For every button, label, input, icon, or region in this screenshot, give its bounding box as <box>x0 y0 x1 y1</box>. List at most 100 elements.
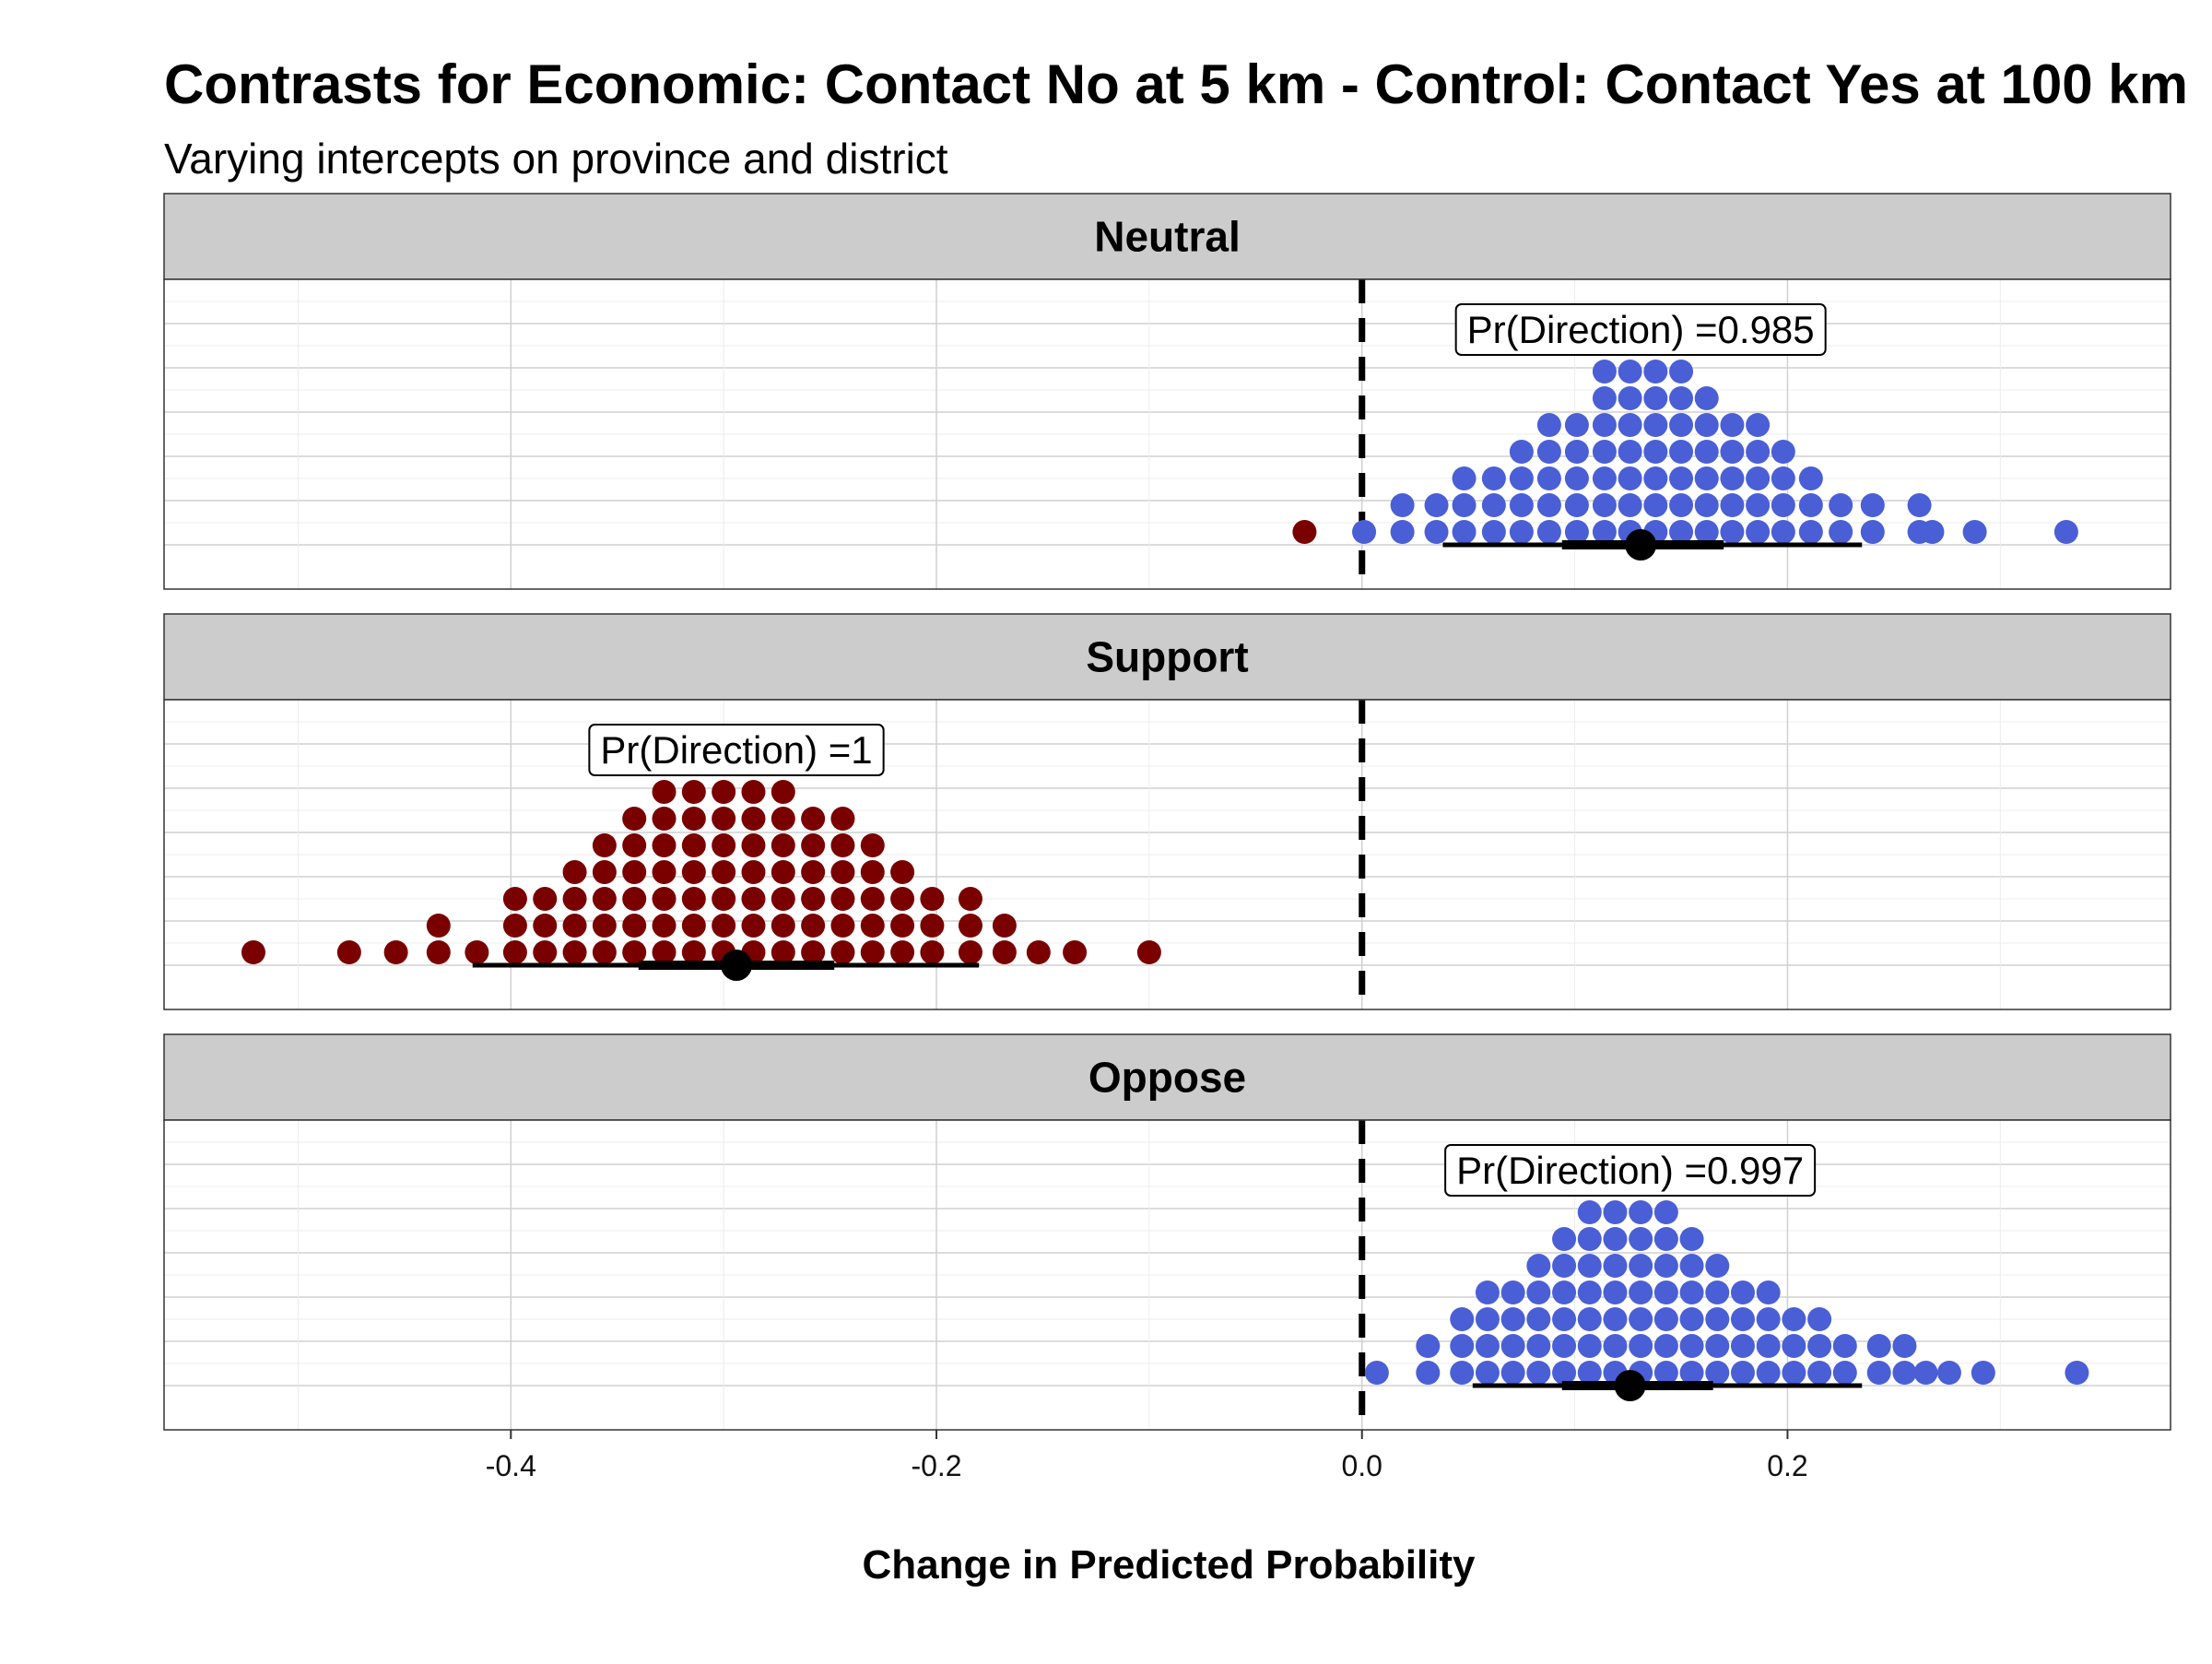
data-dot <box>533 914 558 938</box>
data-dot <box>1592 413 1617 437</box>
data-dot <box>1629 1334 1653 1358</box>
data-dot <box>1416 1334 1441 1358</box>
data-dot <box>1798 493 1823 517</box>
data-dot <box>681 780 706 804</box>
data-dot <box>1746 520 1771 544</box>
chart-title: Contrasts for Economic: Contact No at 5 … <box>164 53 2188 115</box>
data-dot <box>1618 413 1642 437</box>
data-dot <box>1509 440 1534 464</box>
data-dot <box>1771 493 1795 517</box>
data-dot <box>1730 1361 1755 1385</box>
data-dot <box>1564 413 1589 437</box>
data-dot <box>1618 440 1642 464</box>
data-dot <box>1643 413 1668 437</box>
data-dot <box>1798 520 1823 544</box>
data-dot <box>1526 1334 1551 1358</box>
data-dot <box>1509 493 1534 517</box>
data-dot <box>1907 493 1932 517</box>
data-dot <box>1629 1227 1653 1251</box>
facet-strip <box>163 613 2171 701</box>
pd-label-text: Pr(Direction) =1 <box>600 728 872 772</box>
data-dot <box>801 914 826 938</box>
data-dot <box>1577 1280 1602 1304</box>
data-dot <box>1782 1334 1806 1358</box>
data-dot <box>652 914 677 938</box>
data-dot <box>1643 466 1668 490</box>
data-dot <box>1552 1334 1577 1358</box>
data-dot <box>712 887 736 911</box>
data-dot <box>958 914 982 938</box>
data-dot <box>830 887 855 911</box>
data-dot <box>1577 1307 1602 1331</box>
data-dot <box>652 780 677 804</box>
data-dot <box>2053 520 2078 544</box>
data-dot <box>622 833 647 857</box>
data-dot <box>920 914 945 938</box>
data-dot <box>681 914 706 938</box>
data-dot <box>1603 1334 1628 1358</box>
data-dot <box>1756 1334 1781 1358</box>
data-dot <box>1481 520 1506 544</box>
data-dot <box>1829 493 1853 517</box>
data-dot <box>1679 1307 1704 1331</box>
data-dot <box>1653 1254 1678 1278</box>
pd-label-text: Pr(Direction) =0.985 <box>1467 308 1815 351</box>
data-dot <box>502 940 527 964</box>
data-dot <box>1971 1361 1995 1385</box>
data-dot <box>1416 1361 1441 1385</box>
data-dot <box>1577 1361 1602 1385</box>
data-dot <box>920 940 945 964</box>
data-dot <box>1364 1361 1389 1385</box>
data-dot <box>681 860 706 884</box>
data-dot <box>1500 1280 1525 1304</box>
data-dot <box>592 914 617 938</box>
data-dot <box>1618 493 1642 517</box>
data-dot <box>1669 466 1694 490</box>
data-dot <box>1832 1334 1857 1358</box>
data-dot <box>1450 1334 1475 1358</box>
data-dot <box>1669 520 1694 544</box>
x-tick-label: 0.2 <box>1767 1449 1807 1482</box>
data-dot <box>860 940 885 964</box>
data-dot <box>1669 493 1694 517</box>
data-dot <box>741 807 766 831</box>
data-dot <box>1536 466 1561 490</box>
data-dot <box>1962 520 1987 544</box>
data-dot <box>771 807 795 831</box>
data-dot <box>741 780 766 804</box>
facet-strip-label: Support <box>1086 633 1248 681</box>
data-dot <box>1629 1307 1653 1331</box>
data-dot <box>336 940 361 964</box>
pd-label-box <box>588 724 885 776</box>
data-dot <box>771 940 795 964</box>
data-dot <box>1500 1307 1525 1331</box>
data-dot <box>562 860 587 884</box>
data-dot <box>1643 386 1668 410</box>
data-dot <box>1866 1361 1891 1385</box>
data-dot <box>890 914 915 938</box>
data-dot <box>1679 1227 1704 1251</box>
data-dot <box>801 807 826 831</box>
data-dot <box>1618 466 1642 490</box>
data-dot <box>1694 386 1719 410</box>
data-dot <box>1756 1307 1781 1331</box>
data-dot <box>1705 1334 1730 1358</box>
data-dot <box>1592 520 1617 544</box>
data-dot <box>1771 440 1795 464</box>
data-dot <box>1026 940 1051 964</box>
pd-label: Pr(Direction) =0.985 <box>1454 303 1827 356</box>
data-dot <box>1603 1200 1628 1224</box>
data-dot <box>1536 440 1561 464</box>
data-dot <box>1577 1334 1602 1358</box>
facet-strip <box>163 1033 2171 1121</box>
data-dot <box>1390 520 1415 544</box>
data-dot <box>241 940 265 964</box>
data-dot <box>681 807 706 831</box>
data-dot <box>958 940 982 964</box>
data-dot <box>1352 520 1377 544</box>
data-dot <box>771 780 795 804</box>
data-dot <box>860 860 885 884</box>
data-dot <box>860 887 885 911</box>
data-dot <box>1653 1334 1678 1358</box>
data-dot <box>1390 493 1415 517</box>
